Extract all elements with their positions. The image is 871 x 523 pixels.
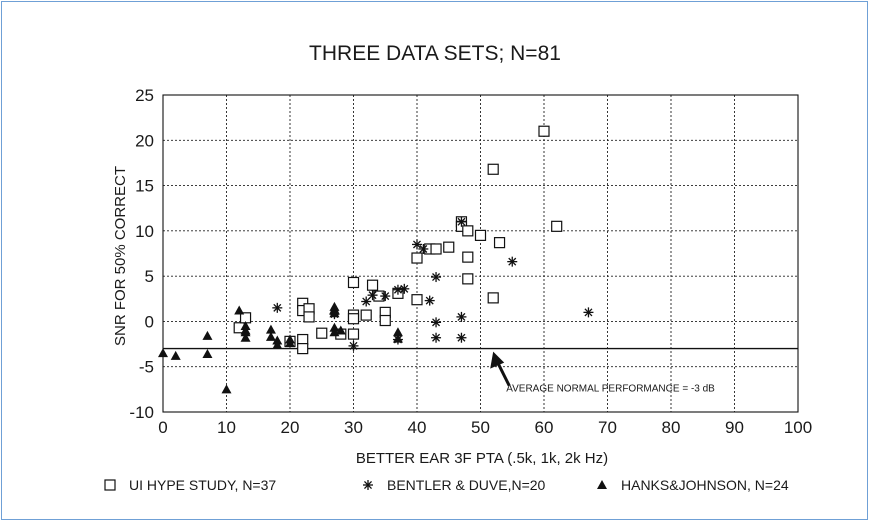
data-point-filled-triangle xyxy=(221,384,232,394)
data-point-open-square xyxy=(551,220,563,232)
legend-label: BENTLER & DUVE,N=20 xyxy=(387,477,546,493)
x-tick-label: 10 xyxy=(217,418,236,437)
x-tick-label: 30 xyxy=(344,418,363,437)
data-point-open-square xyxy=(360,309,372,321)
data-point-filled-triangle xyxy=(329,301,340,311)
data-point-filled-triangle xyxy=(392,327,403,337)
x-tick-label: 20 xyxy=(281,418,300,437)
x-tick-label: 70 xyxy=(598,418,617,437)
reference-line-label: AVERAGE NORMAL PERFORMANCE = -3 dB xyxy=(506,384,715,395)
data-point-open-square xyxy=(303,311,315,323)
data-point-asterisk xyxy=(361,296,372,307)
chart-title: THREE DATA SETS; N=81 xyxy=(309,42,561,65)
data-point-filled-triangle xyxy=(240,325,251,335)
data-point-open-square xyxy=(493,237,506,249)
data-point-asterisk xyxy=(456,311,467,322)
data-point-filled-triangle xyxy=(240,332,251,342)
legend: UI HYPE STUDY, N=37 BENTLER & DUVE,N=20 HA… xyxy=(104,477,789,493)
annotation-arrow-shaft xyxy=(495,360,511,387)
legend-marker-filled-triangle xyxy=(597,480,607,489)
data-point-open-square xyxy=(347,328,360,340)
data-point-filled-triangle xyxy=(234,305,245,315)
data-point-filled-triangle xyxy=(265,324,276,334)
reference-line-group: AVERAGE NORMAL PERFORMANCE = -3 dB xyxy=(163,347,798,395)
x-tick-label: 0 xyxy=(158,418,167,437)
data-point-open-square xyxy=(347,313,360,325)
data-point-open-square xyxy=(462,251,474,263)
data-point-asterisk xyxy=(392,284,403,295)
data-point-open-square xyxy=(487,292,499,304)
data-point-filled-triangle xyxy=(202,330,213,340)
data-point-asterisk xyxy=(431,272,442,283)
x-tick-label: 80 xyxy=(662,418,681,437)
data-point-asterisk xyxy=(348,340,359,351)
y-tick-label: 15 xyxy=(135,177,154,196)
x-tick-label: 90 xyxy=(725,418,744,437)
data-point-asterisk xyxy=(431,317,442,328)
data-point-filled-triangle xyxy=(170,350,181,360)
x-tick-label: 60 xyxy=(535,418,554,437)
data-point-open-square xyxy=(430,243,442,255)
data-point-open-square xyxy=(316,327,328,339)
data-point-filled-triangle xyxy=(265,331,276,341)
y-tick-label: 5 xyxy=(145,267,154,286)
data-point-filled-triangle xyxy=(392,333,403,343)
data-point-filled-triangle xyxy=(329,308,340,318)
y-tick-label: -10 xyxy=(129,403,154,422)
data-point-open-square xyxy=(443,241,455,253)
data-point-asterisk xyxy=(399,283,410,294)
data-point-filled-triangle xyxy=(240,320,251,330)
y-tick-label: 20 xyxy=(135,131,154,150)
data-point-open-square xyxy=(474,229,487,241)
data-point-open-square xyxy=(462,273,474,285)
data-point-filled-triangle xyxy=(202,349,213,359)
y-tick-label: -5 xyxy=(139,358,154,377)
data-point-asterisk xyxy=(456,216,467,227)
y-tick-label: 0 xyxy=(145,312,154,331)
data-points xyxy=(158,125,594,394)
data-point-open-square xyxy=(297,343,309,355)
x-tick-label: 100 xyxy=(784,418,812,437)
data-point-filled-triangle xyxy=(285,334,295,344)
legend-marker-open-square xyxy=(104,479,116,491)
data-point-open-square xyxy=(487,163,499,175)
data-point-open-square xyxy=(347,276,360,289)
legend-marker-asterisk xyxy=(363,480,373,490)
data-point-open-square xyxy=(379,314,391,327)
x-tick-label: 50 xyxy=(471,418,490,437)
data-point-asterisk xyxy=(431,332,442,343)
data-point-asterisk xyxy=(367,290,378,301)
x-axis-label: BETTER EAR 3F PTA (.5k, 1k, 2k Hz) xyxy=(356,450,608,467)
tick-labels: 0 10 20 30 40 50 60 70 80 90 100 -10 -5 0 5 10 15 20 25 xyxy=(129,86,812,437)
grid xyxy=(163,95,798,412)
data-point-filled-triangle xyxy=(272,339,283,349)
plot-area xyxy=(162,94,799,413)
x-tick-label: 40 xyxy=(408,418,427,437)
y-tick-label: 10 xyxy=(135,222,154,241)
data-point-asterisk xyxy=(507,256,518,267)
data-point-filled-triangle xyxy=(329,327,340,337)
data-point-open-square xyxy=(538,125,550,137)
data-point-open-square xyxy=(366,279,379,291)
data-point-open-square xyxy=(411,252,423,264)
data-point-asterisk xyxy=(380,291,391,302)
legend-label: UI HYPE STUDY, N=37 xyxy=(129,477,276,493)
data-point-filled-triangle xyxy=(335,325,346,335)
y-axis-label: SNR FOR 50% CORRECT xyxy=(112,166,129,346)
data-point-asterisk xyxy=(583,307,594,318)
data-point-filled-triangle xyxy=(272,335,283,345)
data-point-asterisk xyxy=(412,239,422,250)
data-point-asterisk xyxy=(456,332,467,343)
data-point-asterisk xyxy=(418,243,429,254)
data-point-asterisk xyxy=(424,295,435,306)
data-point-open-square xyxy=(411,294,423,306)
data-point-open-square xyxy=(462,225,474,237)
annotation-arrow-head xyxy=(490,351,505,369)
legend-label: HANKS&JOHNSON, N=24 xyxy=(621,477,789,493)
data-point-asterisk xyxy=(272,302,283,313)
data-point-filled-triangle xyxy=(329,322,340,332)
y-tick-label: 25 xyxy=(135,86,154,105)
